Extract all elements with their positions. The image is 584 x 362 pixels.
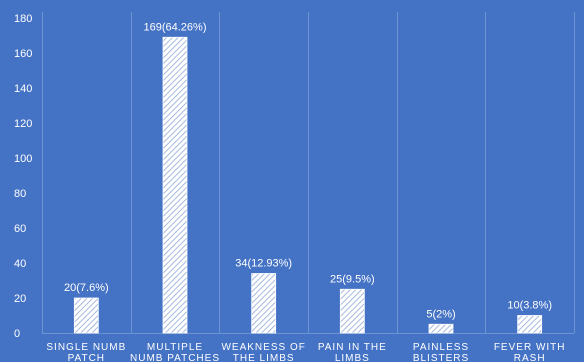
y-tick-label: 160 <box>14 48 32 60</box>
data-label: 34(12.93%) <box>235 258 292 270</box>
bar <box>339 288 365 334</box>
category-label: LIMBS <box>335 353 370 362</box>
data-label: 25(9.5%) <box>330 273 375 285</box>
y-axis-ticks: 0 20 40 60 80 100 120 140 160 180 <box>14 13 32 340</box>
y-tick-label: 180 <box>14 13 32 25</box>
category-label: PAINLESS <box>413 342 469 353</box>
category-label: SINGLE NUMB <box>46 342 126 353</box>
data-label: 20(7.6%) <box>64 282 109 294</box>
category-label: BLISTERS <box>413 353 469 362</box>
data-label: 10(3.8%) <box>507 300 552 312</box>
bar <box>251 273 277 334</box>
bars <box>73 36 543 334</box>
y-tick-label: 80 <box>14 188 26 200</box>
y-tick-label: 20 <box>14 293 26 305</box>
data-labels: 20(7.6%) 169(64.26%) 34(12.93%) 25(9.5%) 5(2… <box>64 21 552 320</box>
category-label: NUMB PATCHES <box>130 353 220 362</box>
category-label: PATCH <box>68 353 105 362</box>
category-label: FEVER WITH <box>494 342 566 353</box>
category-label: PAIN IN THE <box>318 342 387 353</box>
data-label: 169(64.26%) <box>144 21 207 33</box>
bar <box>73 297 99 334</box>
gridlines <box>42 12 575 334</box>
y-tick-label: 40 <box>14 258 26 270</box>
y-tick-label: 60 <box>14 223 26 235</box>
y-tick-label: 100 <box>14 153 32 165</box>
y-tick-label: 120 <box>14 118 32 130</box>
category-label: MULTIPLE <box>147 342 203 353</box>
bar <box>428 323 454 334</box>
data-label: 5(2%) <box>426 308 455 320</box>
bar <box>162 36 188 334</box>
category-label: THE LIMBS <box>233 353 295 362</box>
y-tick-label: 140 <box>14 83 32 95</box>
bar <box>517 315 543 334</box>
category-label: WEAKNESS OF <box>221 342 305 353</box>
y-tick-label: 0 <box>14 328 20 340</box>
category-label: RASH <box>514 353 546 362</box>
